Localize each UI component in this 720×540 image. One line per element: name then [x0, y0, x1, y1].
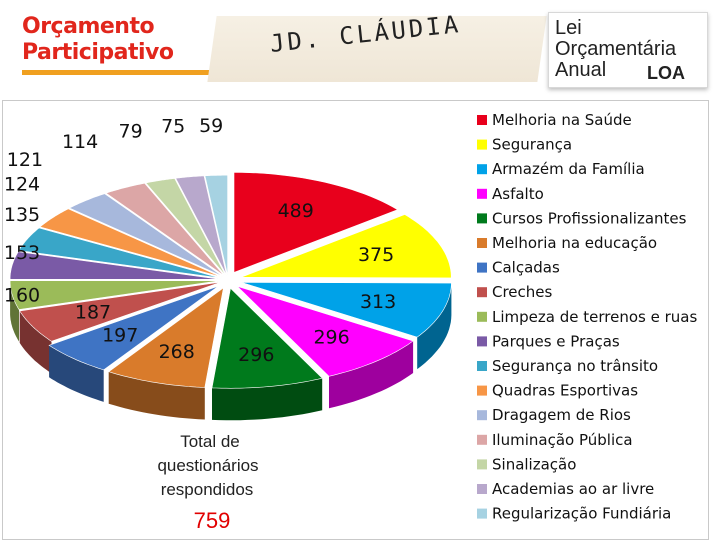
legend-label-17: Regularização Fundiária [492, 505, 671, 523]
legend-swatch-17 [477, 508, 487, 519]
logo-line2: Participativo [22, 40, 174, 65]
pie-slices [9, 172, 452, 421]
loa-line3: Anual [555, 59, 607, 81]
legend-label-1: Melhoria na Saúde [492, 111, 632, 129]
value-label-13: 121 [7, 149, 43, 171]
pie-slice-17 [204, 174, 228, 276]
logo-line1: Orçamento [22, 14, 155, 39]
note-line1: Total de [180, 432, 240, 451]
note-line3: respondidos [161, 480, 254, 499]
pie-slice-13 [68, 193, 223, 277]
legend-label-2: Segurança [492, 136, 572, 154]
legend-swatch-14 [477, 434, 487, 445]
legend-label-8: Creches [492, 283, 553, 301]
legend-label-7: Calçadas [492, 259, 560, 277]
value-label-10: 153 [4, 242, 40, 264]
legend-label-14: Iluminação Pública [492, 431, 633, 449]
legend-swatch-9 [477, 311, 487, 322]
legend-swatch-16 [477, 484, 487, 494]
pie-slice-6 [108, 287, 224, 420]
value-label-15: 79 [119, 121, 143, 143]
legend-swatch-3 [477, 164, 487, 175]
note-line2: questionários [157, 456, 258, 475]
legend-swatch-10 [477, 336, 487, 347]
legend-label-15: Sinalização [492, 455, 576, 473]
pie-slice-11 [18, 227, 221, 279]
pie-slice-5 [211, 287, 323, 421]
total-responses: 759 [194, 508, 231, 533]
value-label-3: 313 [360, 291, 396, 313]
legend-label-3: Armazém da Família [492, 160, 645, 178]
legend-swatch-15 [477, 459, 487, 470]
pie-slice-16 [175, 175, 227, 276]
legend-label-10: Parques e Praças [492, 332, 620, 350]
pie-slice-8 [19, 281, 221, 374]
value-label-11: 135 [4, 204, 40, 226]
legend-swatch-8 [477, 287, 487, 298]
value-label-9: 160 [4, 285, 40, 307]
legend: Melhoria na Saúde Segurança Armazém da Fam… [477, 111, 697, 523]
value-label-16: 75 [161, 116, 185, 138]
legend-label-11: Segurança no trânsito [492, 357, 658, 375]
pie-slice-9 [9, 280, 221, 342]
legend-label-4: Asfalto [492, 185, 544, 203]
value-label-12: 124 [4, 174, 40, 196]
loa-line2: Orçamentária [555, 38, 677, 60]
logo-underline [22, 70, 212, 75]
pie-slice-2 [241, 214, 452, 279]
value-label-1: 489 [278, 200, 314, 222]
value-label-17: 59 [199, 115, 223, 137]
loa-abbr: LOA [647, 63, 685, 83]
legend-swatch-11 [477, 361, 487, 371]
legend-swatch-2 [477, 139, 487, 150]
legend-label-6: Melhoria na educação [492, 234, 657, 252]
legend-swatch-12 [477, 385, 487, 396]
legend-label-9: Limpeza de terrenos e ruas [492, 308, 697, 326]
orcamento-participativo-logo: Orçamento Participativo [22, 14, 214, 75]
value-label-5: 296 [238, 344, 274, 366]
legend-swatch-1 [477, 115, 487, 125]
value-label-4: 296 [313, 326, 349, 348]
pie-slice-10 [9, 251, 221, 280]
loa-logo: Lei Orçamentária Anual LOA [548, 12, 708, 88]
value-label-2: 375 [358, 244, 394, 266]
value-label-14: 114 [62, 131, 98, 153]
pie-slice-1 [233, 172, 399, 273]
pie-slice-12 [39, 208, 222, 278]
legend-label-13: Dragagem de Rios [492, 406, 631, 424]
pie-slice-7 [48, 285, 219, 402]
legend-label-12: Quadras Esportivas [492, 382, 638, 400]
value-label-6: 268 [159, 341, 195, 363]
legend-label-16: Academias ao ar livre [492, 480, 654, 498]
legend-label-5: Cursos Profissionalizantes [492, 209, 687, 227]
chart-panel [2, 100, 709, 540]
value-label-7: 197 [102, 325, 138, 347]
pie-slice-4 [237, 286, 414, 409]
header-banner: Orçamento Participativo JD. CLÁUDIA Lei … [0, 0, 720, 96]
pie-slice-3 [241, 282, 452, 370]
loa-line1: Lei [555, 17, 582, 39]
pie-slice-15 [145, 178, 226, 276]
legend-swatch-5 [477, 213, 487, 224]
legend-swatch-4 [477, 188, 487, 199]
legend-swatch-13 [477, 410, 487, 421]
legend-swatch-6 [477, 238, 487, 248]
pie-slice-14 [105, 182, 225, 277]
total-note: Total de questionários respondidos 759 [157, 432, 258, 533]
legend-swatch-7 [477, 262, 487, 273]
value-label-8: 187 [75, 302, 111, 324]
